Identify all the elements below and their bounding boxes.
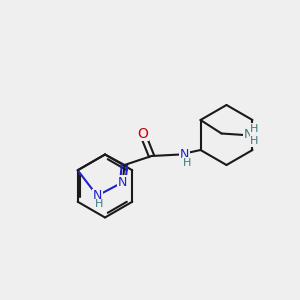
Text: O: O xyxy=(137,127,148,140)
Text: N: N xyxy=(92,189,102,202)
Text: N: N xyxy=(118,176,128,189)
Text: H: H xyxy=(182,158,191,168)
Text: H: H xyxy=(94,199,103,209)
Text: N: N xyxy=(244,128,254,142)
Text: H: H xyxy=(250,136,259,146)
Text: N: N xyxy=(180,148,189,161)
Text: H: H xyxy=(250,124,259,134)
